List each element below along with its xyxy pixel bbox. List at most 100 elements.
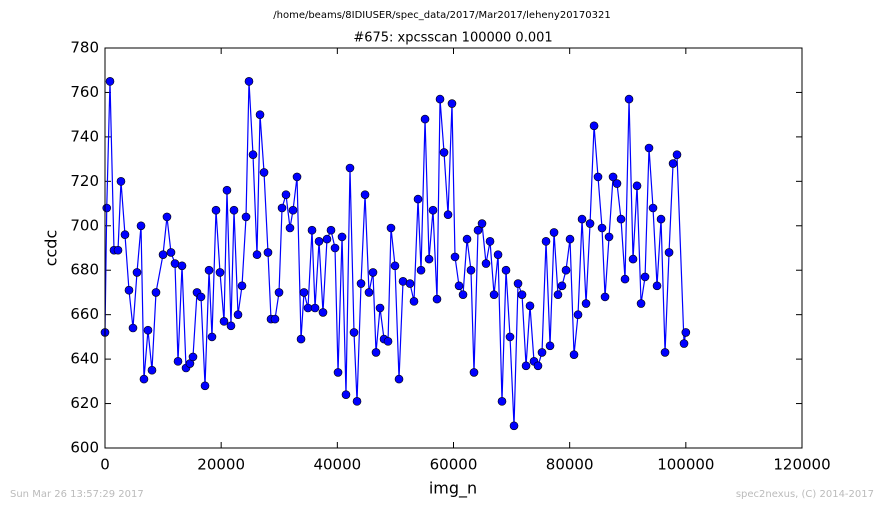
- x-tick-label: 120000: [773, 456, 830, 474]
- data-point: [648, 203, 658, 213]
- data-point: [593, 172, 603, 182]
- data-point: [485, 237, 495, 246]
- data-point: [600, 292, 610, 302]
- data-point: [672, 150, 682, 159]
- data-point: [102, 203, 112, 213]
- data-point: [299, 288, 309, 297]
- data-point: [151, 288, 161, 297]
- data-point: [513, 279, 523, 288]
- data-point: [166, 248, 176, 257]
- data-point: [416, 265, 426, 275]
- data-point: [636, 299, 646, 308]
- y-tick-label: 600: [70, 439, 99, 457]
- data-point: [375, 303, 385, 313]
- data-point: [462, 234, 472, 244]
- data-point: [177, 261, 187, 271]
- data-point: [561, 265, 571, 275]
- data-point: [517, 290, 527, 299]
- data-point: [405, 279, 415, 288]
- x-tick-label: 80000: [546, 456, 594, 474]
- data-point: [632, 181, 642, 191]
- data-point: [597, 223, 607, 233]
- data-point: [188, 352, 198, 362]
- data-point: [435, 94, 445, 104]
- data-point: [549, 228, 559, 237]
- data-point: [428, 205, 438, 215]
- data-point: [296, 334, 306, 344]
- data-point: [589, 121, 599, 131]
- x-tick-label: 20000: [197, 456, 245, 474]
- x-axis-label: img_n: [429, 479, 477, 499]
- y-tick-label: 780: [70, 39, 99, 57]
- data-point: [509, 421, 519, 431]
- data-point: [349, 328, 359, 337]
- data-point: [229, 205, 239, 215]
- y-tick-label: 660: [70, 305, 99, 323]
- data-point: [248, 150, 258, 159]
- footer-left: Sun Mar 26 13:57:29 2017: [10, 489, 144, 500]
- data-point: [333, 368, 343, 377]
- data-point: [424, 254, 434, 264]
- data-point: [505, 332, 515, 342]
- x-tick-label: 40000: [313, 456, 361, 474]
- data-point: [215, 268, 225, 277]
- data-point: [545, 341, 555, 351]
- data-point: [679, 339, 689, 348]
- data-point: [652, 281, 662, 291]
- data-point: [219, 317, 229, 326]
- data-point: [466, 265, 476, 275]
- data-point: [116, 177, 126, 186]
- data-point: [443, 210, 453, 219]
- x-tick-label: 100000: [657, 456, 714, 474]
- data-point: [259, 168, 269, 177]
- data-point: [409, 297, 419, 306]
- data-point: [439, 148, 449, 157]
- data-point: [681, 328, 691, 337]
- data-point: [664, 248, 674, 257]
- data-point: [364, 288, 374, 297]
- data-point: [173, 357, 183, 366]
- data-point: [318, 308, 328, 317]
- data-point: [139, 374, 149, 384]
- data-point: [252, 250, 262, 259]
- data-point: [356, 279, 366, 288]
- data-point: [585, 219, 595, 228]
- data-point: [420, 114, 430, 124]
- data-point: [244, 77, 254, 86]
- plot-frame: [104, 47, 803, 449]
- y-tick-label: 700: [70, 216, 99, 234]
- data-point: [368, 268, 378, 277]
- x-tick-label: 0: [100, 456, 110, 474]
- data-point: [612, 179, 622, 188]
- data-point: [310, 303, 320, 313]
- data-point: [569, 350, 579, 359]
- data-point: [136, 221, 146, 231]
- data-point: [277, 203, 287, 213]
- data-point: [581, 299, 591, 308]
- data-point: [352, 397, 362, 406]
- data-point: [307, 225, 317, 235]
- data-point: [489, 290, 499, 299]
- data-point: [573, 310, 583, 319]
- data-point: [288, 205, 298, 215]
- data-point: [454, 281, 464, 291]
- data-point: [255, 110, 265, 119]
- data-point: [285, 223, 295, 233]
- data-point: [624, 94, 634, 104]
- data-point: [557, 281, 567, 291]
- data-point: [497, 397, 507, 406]
- data-point: [553, 290, 563, 299]
- data-point: [533, 361, 543, 371]
- data-point: [525, 301, 535, 311]
- data-point: [521, 361, 531, 371]
- data-point: [644, 143, 654, 153]
- data-point: [281, 190, 291, 199]
- data-point: [314, 237, 324, 246]
- data-point: [326, 225, 336, 235]
- data-point: [162, 212, 172, 222]
- data-point: [120, 230, 130, 239]
- data-point: [656, 214, 666, 224]
- data-point: [263, 248, 273, 257]
